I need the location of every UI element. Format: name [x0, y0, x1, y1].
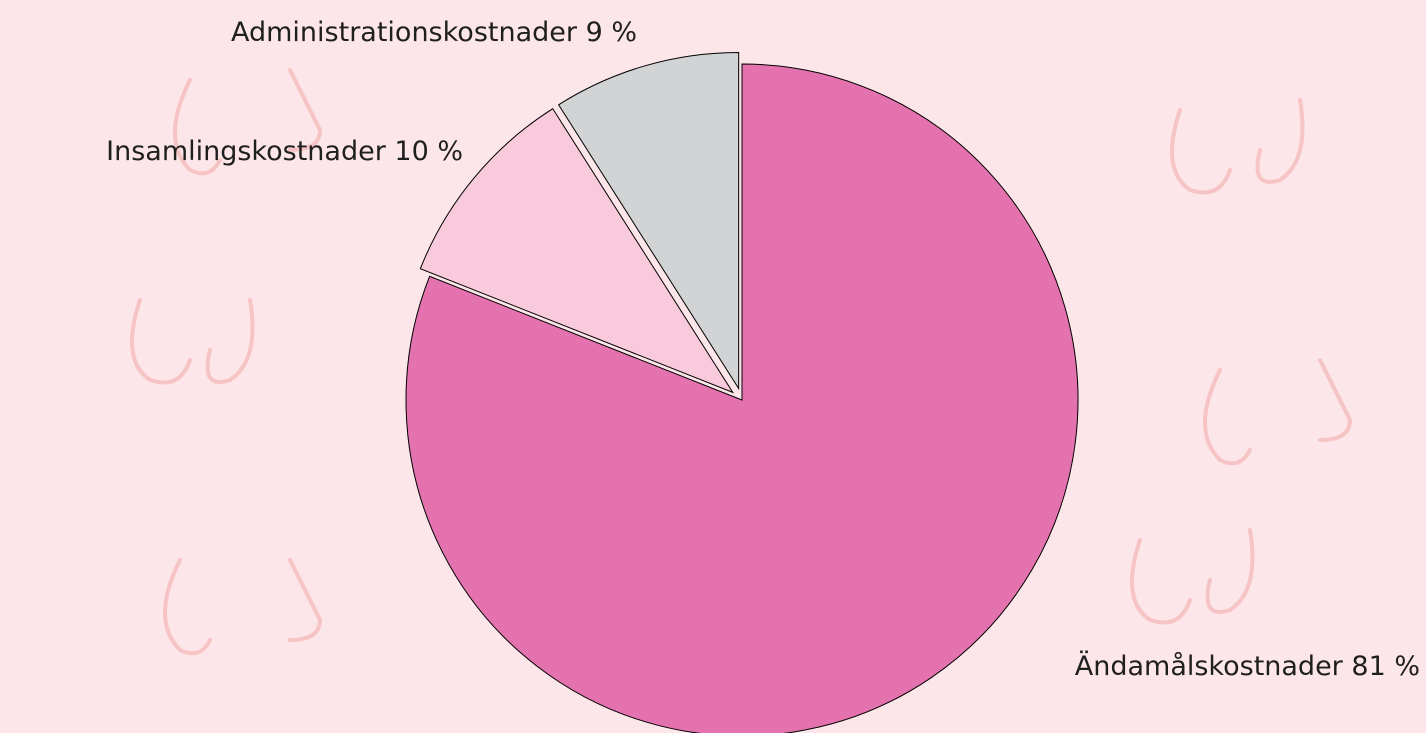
slice-label: Ändamålskostnader 81 %	[1075, 650, 1420, 682]
value-label: 10 %	[394, 136, 463, 167]
value-label: 9 %	[586, 17, 637, 48]
category-label: Ändamålskostnader	[1075, 650, 1344, 682]
slice-label: Insamlingskostnader 10 %	[106, 136, 463, 167]
category-label: Insamlingskostnader	[106, 136, 387, 167]
slice-label: Administrationskostnader 9 %	[231, 17, 637, 48]
category-label: Administrationskostnader	[231, 17, 578, 48]
page: Ändamålskostnader 81 % Insamlingskostnade…	[0, 0, 1426, 733]
value-label: 81 %	[1351, 651, 1420, 682]
chart: Ändamålskostnader 81 % Insamlingskostnade…	[0, 0, 1426, 733]
